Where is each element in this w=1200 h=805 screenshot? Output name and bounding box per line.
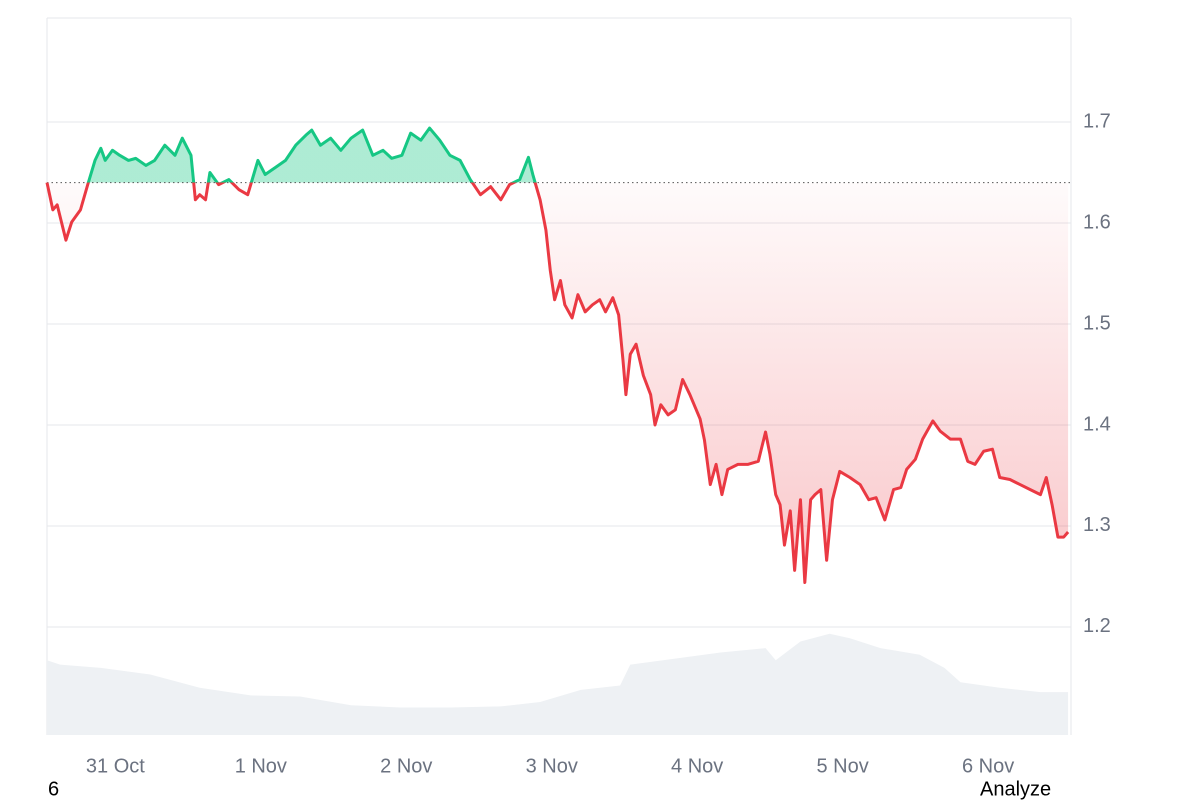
x-tick-label: 5 Nov <box>817 755 869 777</box>
x-tick-label: 4 Nov <box>671 755 723 777</box>
y-tick-label: 1.2 <box>1083 615 1111 637</box>
x-tick-label: 6 Nov <box>962 755 1014 777</box>
y-tick-label: 1.5 <box>1083 312 1111 334</box>
baseline-area <box>47 128 1069 583</box>
footer-right[interactable]: Analyze <box>980 778 1051 800</box>
x-tick-label: 2 Nov <box>380 755 432 777</box>
x-tick-label: 3 Nov <box>526 755 578 777</box>
price-line <box>45 126 1070 585</box>
x-tick-label: 31 Oct <box>86 755 145 777</box>
x-tick-label: 1 Nov <box>235 755 287 777</box>
y-tick-label: 1.4 <box>1083 413 1111 435</box>
y-tick-label: 1.7 <box>1083 110 1111 132</box>
volume-area <box>47 633 1069 735</box>
y-tick-label: 1.6 <box>1083 211 1111 233</box>
y-tick-label: 1.3 <box>1083 514 1111 536</box>
footer-left: 6 <box>48 778 59 800</box>
